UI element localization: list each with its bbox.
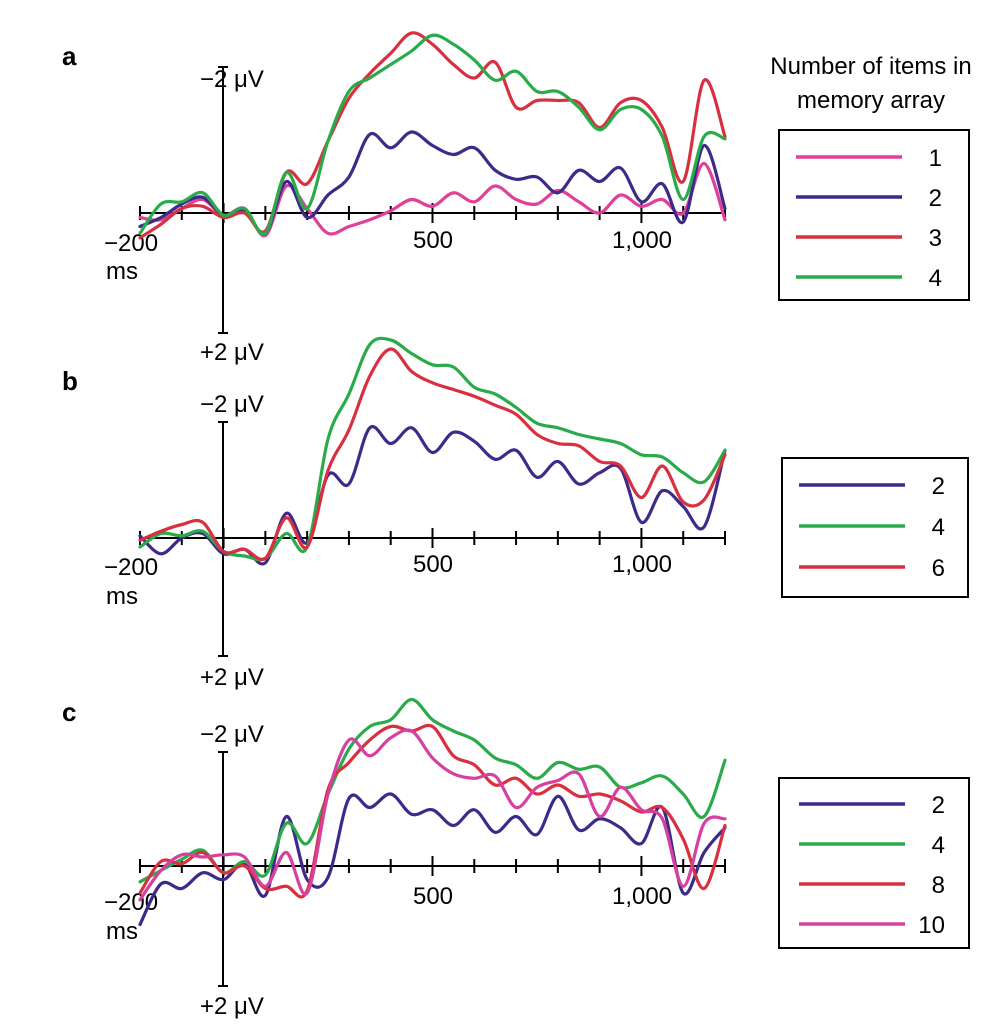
x-unit-label: ms bbox=[106, 583, 138, 610]
legend-label-2: 2 bbox=[929, 185, 942, 212]
x-tick-label-1000: 1,000 bbox=[612, 227, 672, 254]
legend-label-8: 8 bbox=[932, 872, 945, 899]
axes bbox=[139, 421, 726, 657]
panel-label: a bbox=[62, 41, 77, 71]
panel-label: b bbox=[62, 366, 78, 396]
legend-title-line-1: Number of items in bbox=[770, 53, 971, 80]
legend: 2 4 8 10 bbox=[778, 777, 970, 949]
legend-label-10: 10 bbox=[918, 912, 945, 939]
panel-label: c bbox=[62, 697, 76, 727]
series-line-8 bbox=[138, 723, 727, 899]
x-min-label: −200 bbox=[104, 230, 158, 257]
x-min-label: −200 bbox=[104, 554, 158, 581]
series-line-4 bbox=[138, 336, 727, 562]
x-unit-label: ms bbox=[106, 918, 138, 945]
x-tick-label-1000: 1,000 bbox=[612, 883, 672, 910]
panel-b: b −2 μV +2 μV −200 ms 500 1,000 2 4 6 bbox=[62, 336, 969, 691]
legend-label-6: 6 bbox=[932, 555, 945, 582]
panel-a: a −2 μV +2 μV −200 ms 500 1,000 Number o… bbox=[62, 31, 972, 366]
axes bbox=[139, 751, 726, 987]
x-tick-label-500: 500 bbox=[413, 883, 453, 910]
x-tick-label-500: 500 bbox=[413, 227, 453, 254]
y-top-label: −2 μV bbox=[200, 721, 264, 748]
series-line-4 bbox=[138, 33, 727, 236]
y-bottom-label: +2 μV bbox=[200, 339, 264, 366]
legend-label-4: 4 bbox=[929, 265, 942, 292]
series-lines bbox=[138, 336, 727, 566]
series-line-3 bbox=[138, 31, 727, 240]
series-line-6 bbox=[138, 347, 727, 562]
legend-label-1: 1 bbox=[929, 145, 942, 172]
series-line-2 bbox=[138, 130, 727, 236]
legend: 2 4 6 bbox=[781, 457, 969, 598]
legend-label-4: 4 bbox=[932, 832, 945, 859]
x-tick-label-500: 500 bbox=[413, 551, 453, 578]
x-tick-label-1000: 1,000 bbox=[612, 551, 672, 578]
legend-items: 1 2 3 4 bbox=[796, 145, 942, 292]
legend-items: 2 4 8 10 bbox=[799, 792, 945, 939]
legend-label-4: 4 bbox=[932, 514, 945, 541]
series-lines bbox=[138, 697, 727, 927]
legend-box bbox=[781, 457, 969, 598]
y-bottom-label: +2 μV bbox=[200, 993, 264, 1020]
legend-label-3: 3 bbox=[929, 225, 942, 252]
legend-box bbox=[778, 777, 970, 949]
legend-label-2: 2 bbox=[932, 473, 945, 500]
series-line-10 bbox=[138, 728, 727, 902]
legend-label-2: 2 bbox=[932, 792, 945, 819]
series-lines bbox=[138, 31, 727, 240]
y-top-label: −2 μV bbox=[200, 66, 264, 93]
y-top-label: −2 μV bbox=[200, 391, 264, 418]
series-line-4 bbox=[138, 697, 727, 884]
x-unit-label: ms bbox=[106, 258, 138, 285]
legend-box bbox=[778, 129, 970, 301]
legend: Number of items in memory array 1 2 3 4 bbox=[770, 53, 972, 301]
y-bottom-label: +2 μV bbox=[200, 664, 264, 691]
legend-items: 2 4 6 bbox=[799, 473, 945, 582]
legend-title-line-2: memory array bbox=[797, 87, 945, 114]
